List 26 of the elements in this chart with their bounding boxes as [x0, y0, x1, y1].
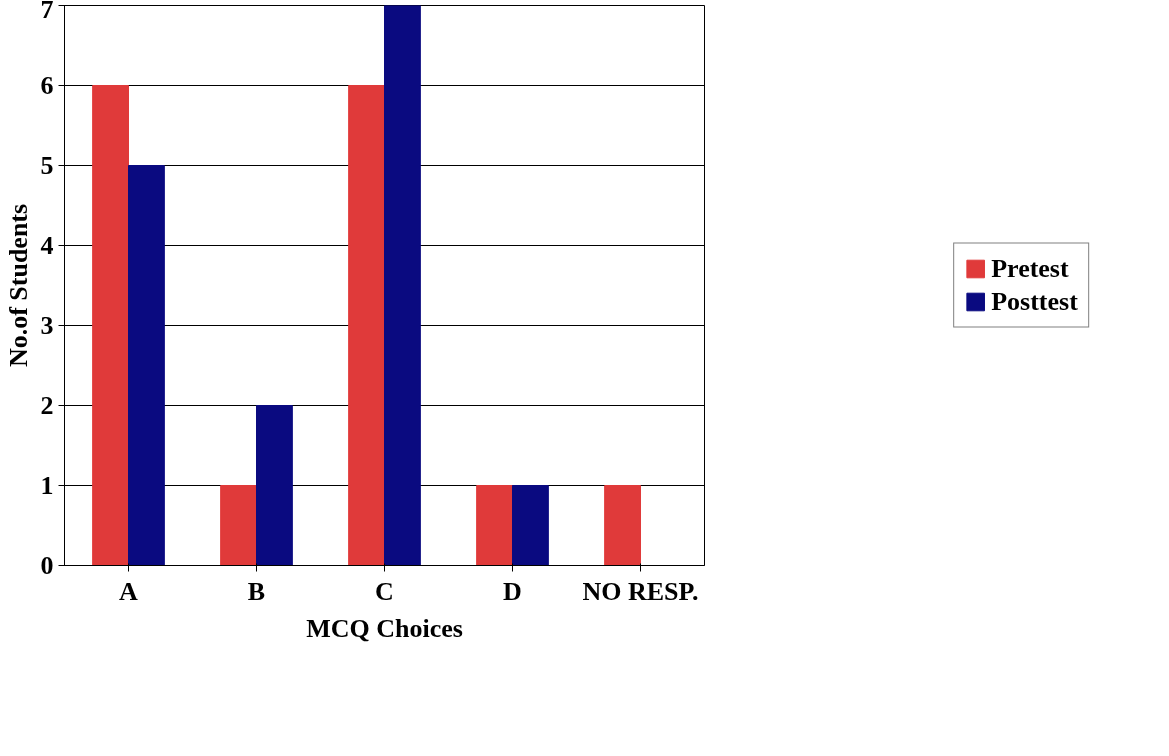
- bar: [384, 5, 421, 566]
- y-tick-label: 3: [40, 311, 54, 340]
- y-tick-label: 7: [40, 0, 54, 24]
- y-tick-label: 1: [40, 471, 54, 500]
- legend-label: Posttest: [991, 286, 1078, 317]
- bar: [92, 85, 129, 566]
- y-tick-label: 4: [40, 231, 54, 260]
- x-tick-label: A: [119, 576, 139, 606]
- bar: [348, 85, 385, 566]
- x-tick-label: C: [375, 576, 394, 606]
- y-tick-label: 6: [40, 71, 54, 100]
- bar: [256, 405, 293, 566]
- bar: [512, 485, 549, 566]
- y-axis-title: No.of Students: [3, 203, 33, 368]
- x-tick-label: NO RESP.: [582, 576, 699, 606]
- bar: [128, 165, 165, 566]
- y-tick-label: 2: [40, 391, 54, 420]
- x-tick-label: D: [503, 576, 522, 606]
- x-tick-label: B: [247, 576, 266, 606]
- bar: [220, 485, 257, 566]
- y-tick-label: 0: [40, 551, 54, 580]
- bar: [604, 485, 641, 566]
- y-tick-label: 5: [40, 151, 54, 180]
- bar: [476, 485, 513, 566]
- legend-label: Pretest: [991, 253, 1069, 284]
- x-axis-title: MCQ Choices: [306, 613, 463, 643]
